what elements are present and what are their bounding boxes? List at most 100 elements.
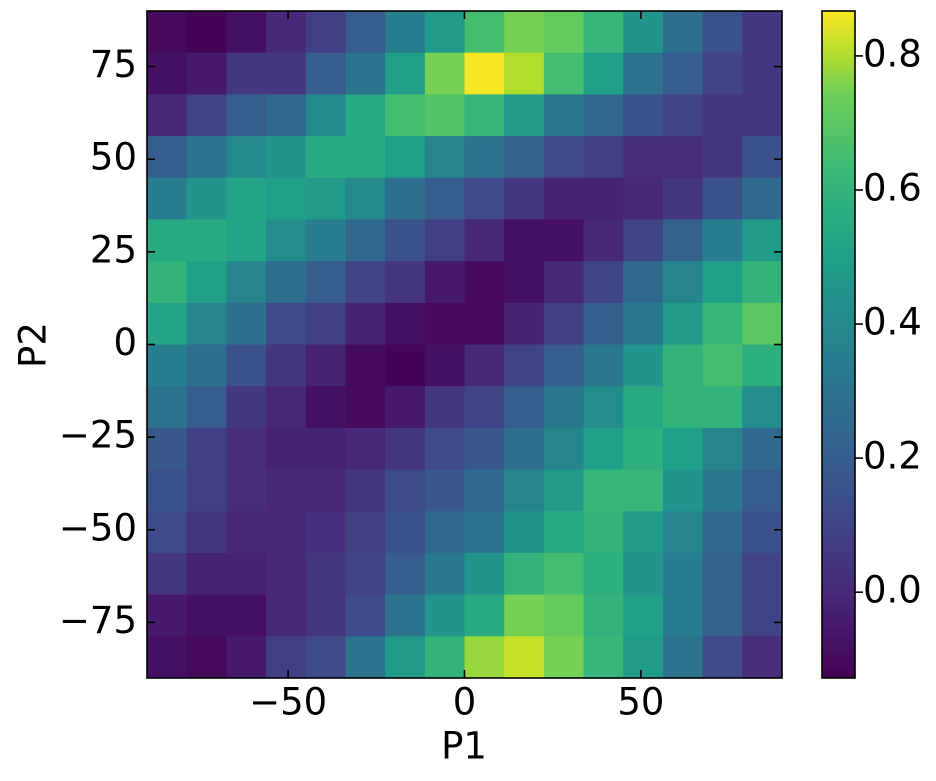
heatmap-cell: [504, 219, 545, 262]
heatmap-cell: [385, 136, 426, 179]
heatmap-cell: [623, 177, 664, 220]
heatmap-cell: [662, 344, 704, 387]
heatmap-cell: [623, 594, 664, 637]
heatmap-cell: [305, 552, 346, 596]
heatmap-cell: [186, 594, 227, 637]
heatmap-cell: [266, 469, 307, 512]
heatmap-cell: [226, 552, 267, 596]
heatmap-cell: [345, 136, 386, 179]
heatmap-cell: [147, 177, 188, 220]
y-tick-label: 50: [90, 136, 137, 179]
heatmap-cell: [504, 261, 545, 304]
heatmap-cell: [464, 636, 505, 679]
heatmap-cell: [742, 594, 783, 637]
heatmap-cell: [702, 594, 743, 637]
colorbar-tick-label: 0.6: [863, 166, 922, 209]
heatmap-cell: [662, 94, 704, 137]
heatmap-cell: [385, 52, 426, 95]
heatmap-cell: [345, 386, 386, 429]
heatmap-cell: [583, 11, 624, 54]
heatmap-cell: [266, 511, 307, 554]
heatmap-cell: [345, 302, 386, 345]
heatmap-cell: [226, 11, 267, 54]
heatmap-cell: [226, 344, 267, 387]
y-tick-label: 25: [90, 228, 137, 271]
heatmap-cell: [702, 94, 743, 137]
heatmap-cell: [662, 469, 704, 512]
heatmap-cell: [702, 11, 743, 54]
heatmap-cell: [623, 136, 664, 179]
heatmap-cell: [226, 52, 267, 95]
heatmap-cell: [226, 469, 267, 512]
heatmap-cell: [543, 302, 585, 345]
heatmap-cell: [662, 11, 704, 54]
heatmap-cell: [226, 386, 267, 429]
heatmap-cell: [147, 636, 188, 679]
heatmap-cell: [662, 511, 704, 554]
heatmap-cell: [543, 636, 585, 679]
heatmap-cell: [543, 386, 585, 429]
colorbar: [821, 10, 856, 679]
heatmap-cell: [742, 636, 783, 679]
heatmap-cell: [543, 261, 585, 304]
heatmap-cell: [345, 219, 386, 262]
heatmap-cell: [583, 427, 624, 471]
heatmap-cell: [147, 52, 188, 95]
colorbar-tick-label: 0.8: [863, 32, 922, 75]
heatmap-cell: [543, 219, 585, 262]
heatmap-cell: [583, 636, 624, 679]
heatmap-cell: [702, 469, 743, 512]
heatmap-cell: [504, 386, 545, 429]
heatmap-cell: [305, 177, 346, 220]
heatmap-cell: [424, 552, 465, 596]
heatmap-cell: [424, 469, 465, 512]
heatmap-cell: [583, 136, 624, 179]
heatmap-cell: [742, 344, 783, 387]
heatmap-cell: [305, 386, 346, 429]
heatmap-cell: [742, 136, 783, 179]
heatmap-cell: [226, 594, 267, 637]
heatmap-cell: [186, 469, 227, 512]
heatmap-cell: [583, 94, 624, 137]
y-tick-label: −75: [59, 599, 137, 642]
heatmap-cell: [424, 594, 465, 637]
heatmap-cell: [742, 219, 783, 262]
heatmap-cell: [385, 344, 426, 387]
heatmap-cell: [464, 219, 505, 262]
heatmap-cell: [266, 11, 307, 54]
heatmap-cell: [662, 427, 704, 471]
heatmap-cell: [345, 469, 386, 512]
heatmap-cell: [504, 636, 545, 679]
y-tick-label: −25: [59, 414, 137, 457]
heatmap-cell: [147, 469, 188, 512]
heatmap-cell: [385, 386, 426, 429]
heatmap-cell: [742, 386, 783, 429]
y-tick-label: −50: [59, 506, 137, 549]
heatmap-cell: [305, 511, 346, 554]
heatmap-cell: [543, 52, 585, 95]
heatmap-cell: [385, 11, 426, 54]
heatmap-cell: [186, 219, 227, 262]
heatmap-cell: [702, 511, 743, 554]
heatmap-cell: [424, 52, 465, 95]
heatmap-cell: [147, 386, 188, 429]
heatmap-cell: [266, 386, 307, 429]
colorbar-tick-label: 0.4: [863, 301, 922, 344]
heatmap-cell: [305, 302, 346, 345]
heatmap-cell: [266, 136, 307, 179]
heatmap-cell: [702, 302, 743, 345]
heatmap-cell: [504, 302, 545, 345]
heatmap-cell: [543, 11, 585, 54]
heatmap-cell: [345, 636, 386, 679]
heatmap-cell: [543, 552, 585, 596]
heatmap-cell: [186, 427, 227, 471]
heatmap-cell: [305, 344, 346, 387]
heatmap-cell: [385, 594, 426, 637]
heatmap-cell: [266, 636, 307, 679]
heatmap-cell: [345, 427, 386, 471]
heatmap-cell: [543, 94, 585, 137]
heatmap-cell: [702, 219, 743, 262]
heatmap-cell: [702, 344, 743, 387]
heatmap-cell: [424, 427, 465, 471]
heatmap-cell: [305, 219, 346, 262]
